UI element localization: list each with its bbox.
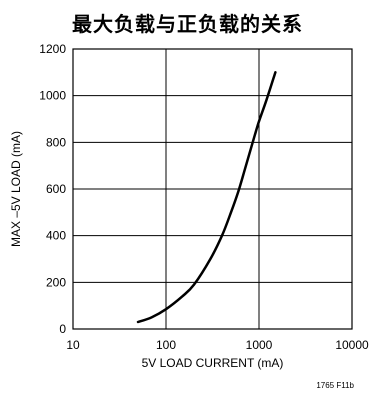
x-axis-label: 5V LOAD CURRENT (mA) bbox=[142, 356, 284, 370]
y-tick-label: 800 bbox=[46, 135, 66, 149]
y-tick-label: 0 bbox=[59, 322, 66, 336]
y-tick-labels: 0 200 400 600 800 1000 1200 bbox=[39, 42, 66, 336]
x-tick-label: 100 bbox=[156, 338, 176, 352]
plot-frame bbox=[72, 48, 353, 330]
figure-code: 1765 F11b bbox=[316, 381, 354, 390]
x-tick-labels: 10 100 1000 10000 bbox=[66, 338, 369, 352]
y-tick-label: 1200 bbox=[39, 42, 66, 56]
x-tick-label: 10 bbox=[66, 338, 80, 352]
x-tick-label: 1000 bbox=[246, 338, 273, 352]
y-tick-label: 400 bbox=[46, 229, 66, 243]
y-axis-label: MAX –5V LOAD (mA) bbox=[9, 131, 23, 247]
series-line bbox=[136, 71, 277, 324]
x-tick-label: 10000 bbox=[335, 338, 369, 352]
chart-title: 最大负载与正负载的关系 bbox=[72, 12, 303, 36]
y-tick-label: 600 bbox=[46, 182, 66, 196]
y-tick-label: 200 bbox=[46, 275, 66, 289]
grid-lines bbox=[73, 49, 352, 329]
y-tick-label: 1000 bbox=[39, 89, 66, 103]
